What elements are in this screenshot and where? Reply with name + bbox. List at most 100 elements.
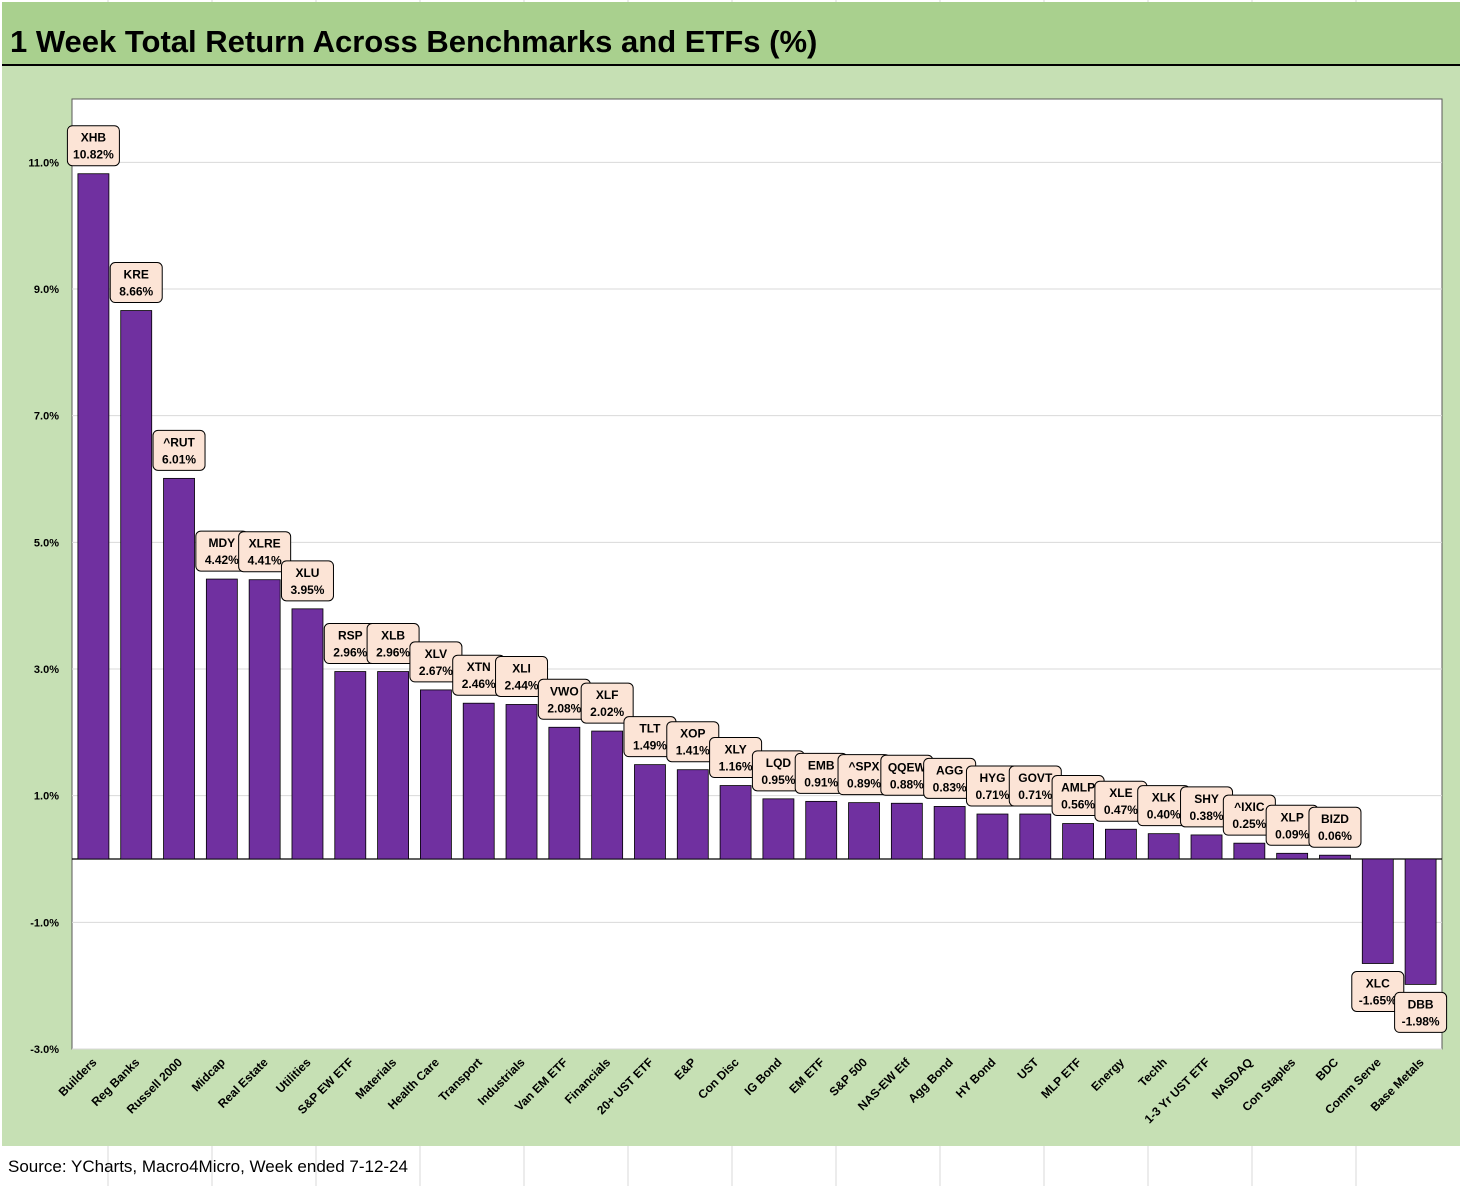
data-label-ticker: EMB — [808, 758, 835, 772]
x-tick-label: Builders — [56, 1055, 100, 1099]
bar-bizd[interactable] — [1319, 854, 1351, 860]
data-label-ticker: AGG — [936, 763, 963, 777]
x-tick-label: Utilities — [273, 1055, 314, 1096]
data-label-value: 4.42% — [205, 553, 239, 567]
bar-xlk[interactable] — [1147, 833, 1180, 860]
data-label: GOVT 0.71% — [1008, 765, 1062, 807]
bar-xlu[interactable] — [291, 608, 324, 860]
bar-govt[interactable] — [1019, 813, 1052, 860]
x-tick-label: IG Bond — [742, 1055, 785, 1098]
bar-xtn[interactable] — [462, 702, 495, 860]
data-label: ^IXIC 0.25% — [1222, 794, 1276, 836]
data-label-value: 0.40% — [1147, 808, 1181, 822]
data-label-value: 0.71% — [1018, 788, 1052, 802]
data-label-box — [1394, 991, 1448, 1033]
bar-tlt[interactable] — [634, 764, 666, 860]
data-label: QQEW 0.88% — [880, 754, 934, 796]
data-label-value: 1.41% — [676, 744, 710, 758]
x-tick-label: Con Disc — [695, 1055, 742, 1102]
bar-xlf[interactable] — [591, 730, 624, 860]
data-label: ^SPX 0.89% — [837, 754, 891, 796]
data-label-value: 2.44% — [505, 678, 539, 692]
x-tick-label: EM ETF — [786, 1055, 827, 1096]
data-label-ticker: VWO — [550, 684, 579, 698]
x-tick-label: S&P 500 — [826, 1055, 870, 1099]
bar-ixic[interactable] — [1233, 842, 1266, 860]
data-label-ticker: RSP — [338, 629, 363, 643]
bar-emb[interactable] — [805, 800, 838, 860]
data-label: XLF 2.02% — [580, 682, 634, 724]
data-label-value: 10.82% — [73, 148, 114, 162]
data-label: DBB -1.98% — [1394, 991, 1448, 1033]
data-label-value: 0.06% — [1318, 829, 1352, 843]
data-label-value: 0.95% — [761, 773, 795, 787]
bar-qqew[interactable] — [890, 802, 923, 860]
bar-xly[interactable] — [719, 785, 752, 860]
data-label-ticker: LQD — [766, 756, 792, 770]
bar-agg[interactable] — [933, 806, 966, 860]
bar-xlv[interactable] — [420, 689, 452, 860]
bar-xlp[interactable] — [1276, 852, 1309, 860]
data-label-value: 1.49% — [633, 739, 667, 753]
plot-area — [71, 98, 1443, 1050]
data-label: BIZD 0.06% — [1308, 806, 1362, 848]
data-label-value: 0.88% — [890, 777, 924, 791]
data-label-ticker: XLY — [724, 743, 746, 757]
bar-xop[interactable] — [676, 769, 709, 860]
data-label-ticker: XHB — [81, 131, 107, 145]
data-label-value: 0.89% — [847, 777, 881, 791]
bar-hyg[interactable] — [976, 813, 1009, 860]
bar-xlc[interactable] — [1361, 858, 1394, 964]
data-label-ticker: XOP — [680, 727, 705, 741]
data-label: XLU 3.95% — [280, 560, 334, 602]
data-label-box — [1351, 971, 1405, 1012]
bar-xle[interactable] — [1105, 828, 1137, 860]
data-label-ticker: XLI — [512, 661, 531, 675]
bar-shy[interactable] — [1190, 834, 1223, 860]
data-label-value: 3.95% — [290, 583, 324, 597]
bar-chart: -3.0% -1.0% 1.0% 3.0% 5.0% 7.0% 9.0% 11.0% XHB 10… — [28, 98, 1448, 1126]
bar-dbb[interactable] — [1404, 858, 1437, 985]
data-label-ticker: XLE — [1109, 786, 1132, 800]
data-label-ticker: ^IXIC — [1234, 800, 1265, 814]
data-label-value: -1.98% — [1402, 1014, 1440, 1028]
data-label-value: 0.47% — [1104, 803, 1138, 817]
bar-xhb[interactable] — [77, 173, 110, 860]
data-label: EMB 0.91% — [794, 752, 848, 794]
data-label-ticker: KRE — [124, 268, 149, 282]
data-label: MDY 4.42% — [195, 530, 249, 572]
bar-rsp[interactable] — [334, 671, 367, 860]
bar-lqd[interactable] — [762, 798, 795, 860]
data-label-box — [238, 531, 292, 573]
bar-spx[interactable] — [848, 802, 880, 860]
data-label-ticker: MDY — [209, 536, 236, 550]
x-tick-label: Techh — [1136, 1055, 1170, 1089]
data-label: KRE 8.66% — [109, 262, 163, 304]
bar-xlre[interactable] — [248, 579, 281, 860]
data-label: XLB 2.96% — [366, 623, 420, 665]
data-label: XLP 0.09% — [1265, 804, 1319, 846]
bar-rut[interactable] — [163, 477, 195, 860]
bar-amlp[interactable] — [1062, 823, 1094, 860]
data-label-box — [280, 560, 334, 602]
bar-xlb[interactable] — [377, 671, 409, 860]
data-label-value: 2.02% — [590, 705, 624, 719]
bar-xli[interactable] — [505, 704, 538, 860]
data-label-ticker: XLF — [596, 688, 619, 702]
data-label: HYG 0.71% — [965, 765, 1019, 807]
data-label-box — [66, 125, 120, 167]
data-label-ticker: ^SPX — [849, 760, 880, 774]
bar-kre[interactable] — [120, 310, 153, 860]
y-tick-label: -3.0% — [30, 1044, 59, 1056]
bar-vwo[interactable] — [548, 726, 581, 860]
bar-mdy[interactable] — [205, 578, 238, 860]
data-label-ticker: AMLP — [1061, 781, 1095, 795]
chart-area[interactable]: -3.0% -1.0% 1.0% 3.0% 5.0% 7.0% 9.0% 11.0% XHB 10… — [2, 66, 1460, 1146]
data-label: XLV 2.67% — [409, 641, 463, 683]
data-label: XLE 0.47% — [1094, 780, 1148, 822]
data-label: TLT 1.49% — [623, 716, 677, 758]
data-label-value: -1.65% — [1359, 994, 1397, 1008]
data-label-box — [152, 429, 206, 471]
data-label: LQD 0.95% — [751, 750, 805, 792]
data-label-ticker: HYG — [979, 771, 1005, 785]
